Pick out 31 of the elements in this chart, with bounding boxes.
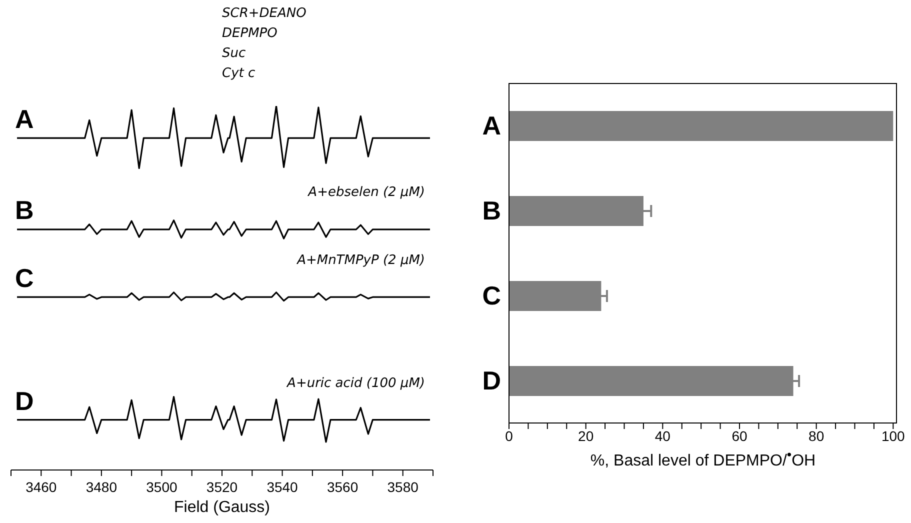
annotation: A+ebselen (2 μM) — [308, 185, 425, 200]
x-tick-label: 0 — [505, 428, 514, 444]
series-label: D — [15, 386, 34, 416]
text: DEPMPO — [222, 25, 278, 43]
x-axis-title: %, Basal level of DEPMPO/$^{•}$OH — [589, 447, 817, 470]
x-tick-label: 3580 — [387, 479, 419, 495]
bar — [509, 111, 894, 141]
x-tick-label: 100 — [881, 428, 906, 444]
y-tick-label: A — [482, 110, 502, 141]
text: Cyt c — [222, 65, 256, 83]
text: Suc — [222, 45, 247, 63]
y-tick-label: D — [482, 366, 501, 396]
x-tick-label: 3500 — [146, 479, 178, 495]
series-label: C — [15, 263, 34, 294]
x-axis-title: Field (Gauss) — [172, 499, 272, 517]
x-tick-label: 60 — [732, 428, 748, 444]
annotation: A+MnTMPyP (2 μM) — [297, 253, 425, 268]
x-tick-label: 3560 — [326, 479, 358, 495]
y-tick-label: B — [482, 196, 501, 226]
annotation: A+uric acid (100 μM) — [287, 376, 425, 391]
series-label: A — [15, 104, 34, 134]
x-tick-label: 3520 — [206, 479, 238, 495]
x-tick-label: 3460 — [26, 479, 57, 495]
x-tick-label: 20 — [578, 428, 594, 444]
text: SCR+DEANO — [222, 5, 306, 23]
x-tick-label: 80 — [808, 428, 824, 444]
x-tick-label: 3480 — [86, 479, 118, 495]
y-tick-label: C — [482, 280, 502, 311]
x-tick-label: 3540 — [266, 479, 298, 495]
series-label: B — [15, 195, 34, 226]
x-tick-label: 40 — [654, 428, 671, 444]
